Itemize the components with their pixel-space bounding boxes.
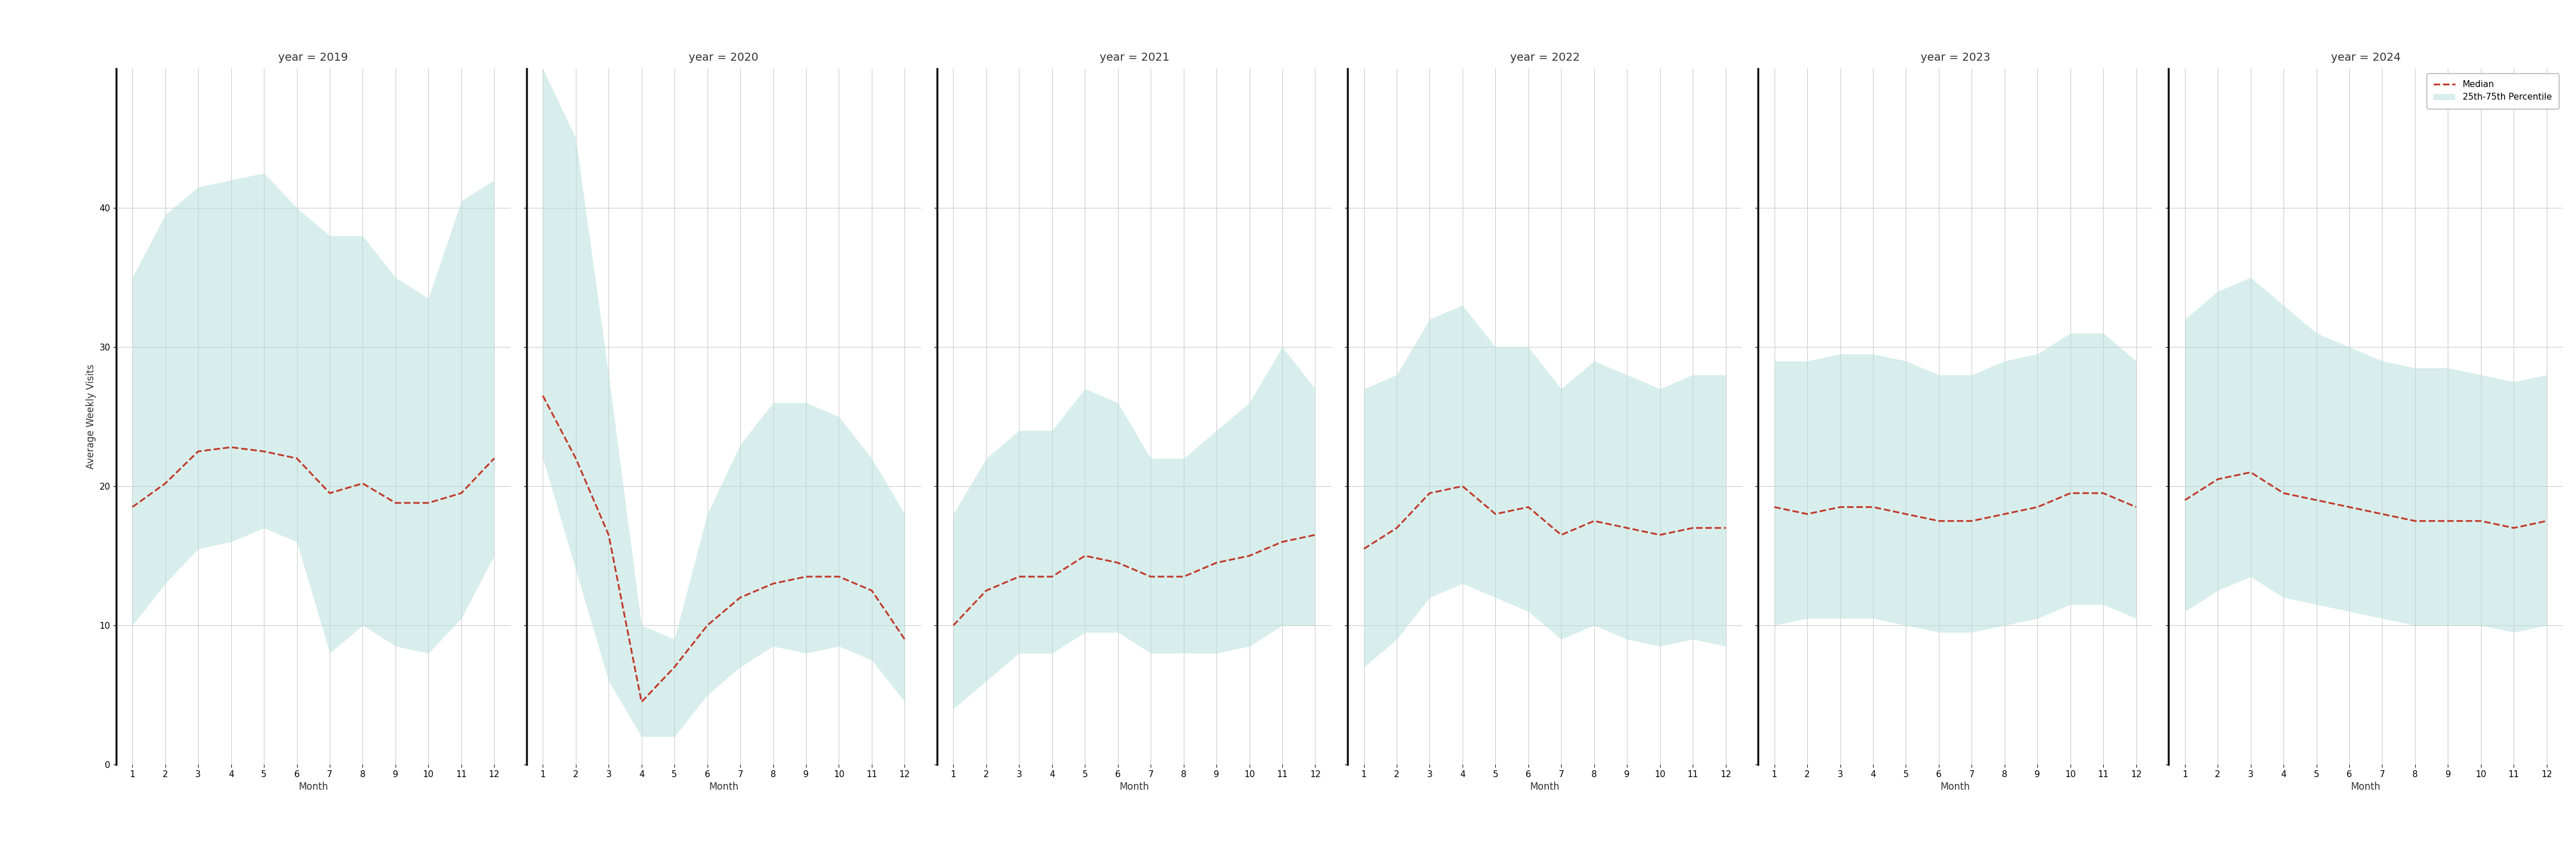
- Y-axis label: Average Weekly Visits: Average Weekly Visits: [85, 364, 95, 469]
- X-axis label: Month: Month: [708, 782, 739, 792]
- Legend: Median, 25th-75th Percentile: Median, 25th-75th Percentile: [2427, 73, 2558, 108]
- Title: year = 2022: year = 2022: [1510, 52, 1579, 63]
- Title: year = 2021: year = 2021: [1100, 52, 1170, 63]
- Title: year = 2024: year = 2024: [2331, 52, 2401, 63]
- X-axis label: Month: Month: [1121, 782, 1149, 792]
- Title: year = 2020: year = 2020: [688, 52, 757, 63]
- X-axis label: Month: Month: [299, 782, 327, 792]
- Title: year = 2019: year = 2019: [278, 52, 348, 63]
- Title: year = 2023: year = 2023: [1919, 52, 1991, 63]
- X-axis label: Month: Month: [1530, 782, 1558, 792]
- X-axis label: Month: Month: [2352, 782, 2380, 792]
- X-axis label: Month: Month: [1940, 782, 1971, 792]
